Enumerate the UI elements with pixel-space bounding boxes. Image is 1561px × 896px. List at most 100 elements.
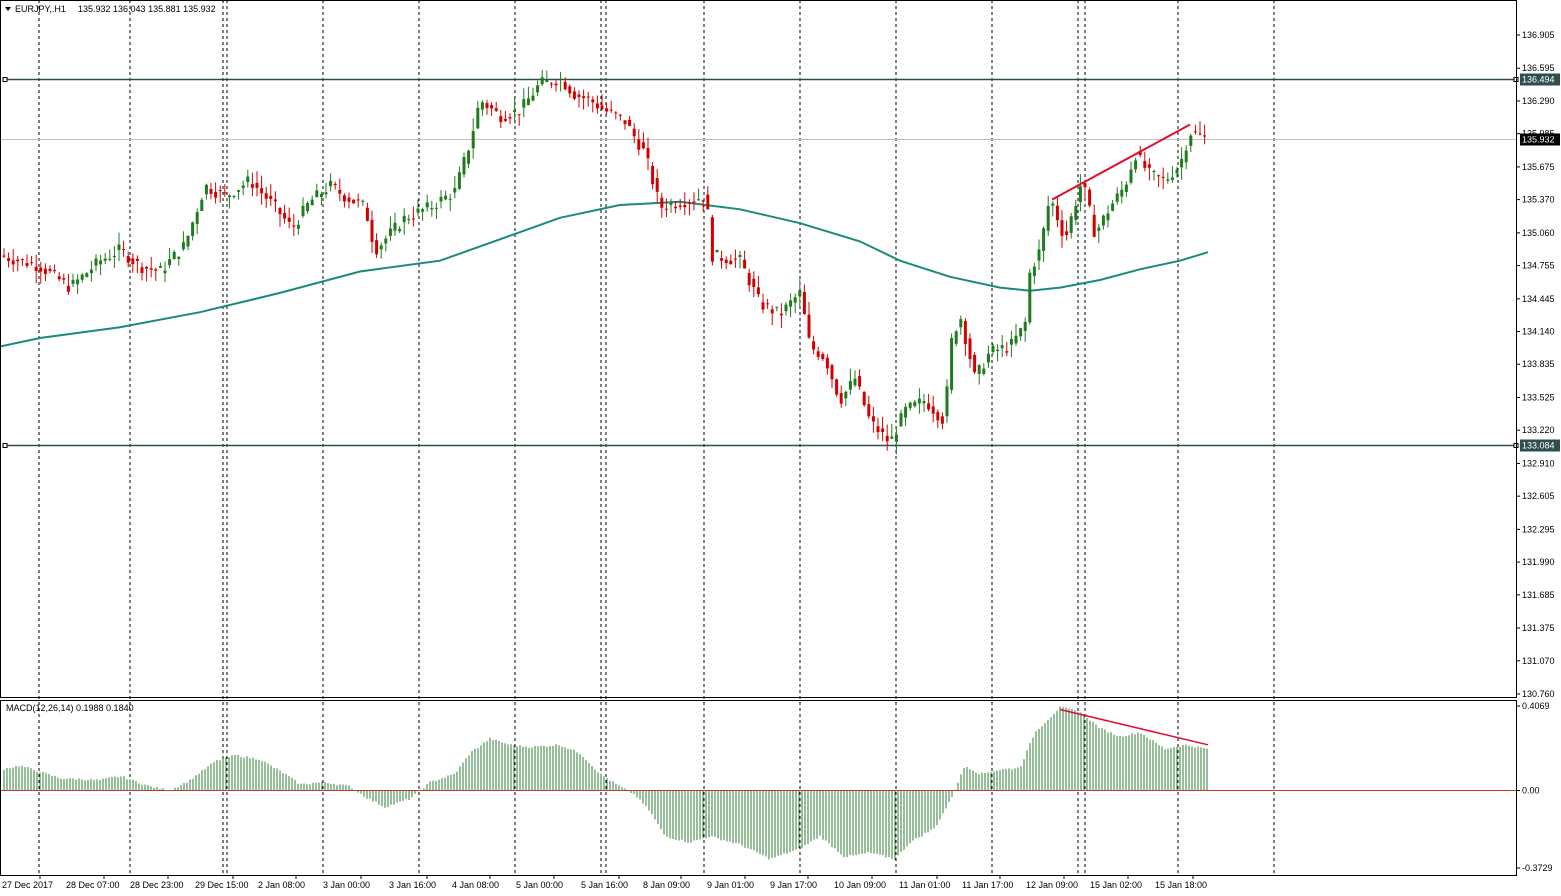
bull-candle (894, 434, 898, 442)
price-tick-label: 136.905 (1522, 30, 1555, 40)
bear-candle (733, 258, 737, 260)
bull-candle (158, 265, 162, 268)
price-tick-label: 136.290 (1522, 96, 1555, 106)
bull-candle (1074, 206, 1078, 220)
bear-candle (812, 341, 816, 350)
bear-candle (968, 338, 972, 360)
level-handle[interactable] (2, 443, 8, 448)
bull-candle (237, 190, 241, 192)
bear-candle (720, 258, 724, 261)
bear-candle (57, 276, 61, 280)
bull-candle (1180, 158, 1184, 168)
bull-candle (738, 254, 742, 257)
price-tick-label: 131.375 (1522, 623, 1555, 633)
bull-candle (306, 203, 310, 212)
bull-candle (1009, 338, 1013, 345)
bull-candle (1046, 205, 1050, 231)
bull-candle (1069, 216, 1073, 233)
bear-candle (2, 255, 6, 257)
bear-candle (16, 259, 20, 262)
bear-candle (655, 178, 659, 192)
bull-candle (1124, 184, 1128, 192)
bear-candle (333, 183, 337, 186)
bull-candle (319, 194, 323, 198)
time-tick-label: 28 Dec 07:00 (66, 880, 120, 890)
bull-candle (94, 258, 98, 266)
time-tick-label: 3 Jan 00:00 (323, 880, 370, 890)
bull-candle (1134, 160, 1138, 170)
bull-candle (444, 195, 448, 200)
bear-candle (370, 219, 374, 242)
panel-frames (0, 0, 1517, 876)
price-tick-label: 134.140 (1522, 327, 1555, 337)
bull-candle (430, 208, 434, 210)
price-trendline[interactable] (1051, 123, 1191, 201)
bear-candle (209, 188, 213, 194)
level-price-box (1520, 73, 1560, 86)
bear-candle (881, 428, 885, 432)
bull-candle (103, 258, 107, 261)
bull-candle (384, 238, 388, 244)
time-tick-label: 2 Jan 08:00 (258, 880, 305, 890)
price-tick-label: 131.070 (1522, 656, 1555, 666)
bear-candle (1143, 161, 1147, 168)
bear-candle (43, 268, 47, 274)
bear-candle (862, 391, 866, 406)
bull-candle (421, 209, 425, 212)
bear-candle (825, 357, 829, 369)
time-tick-label: 15 Jan 02:00 (1090, 880, 1142, 890)
bear-candle (591, 99, 595, 103)
level-handle[interactable] (2, 77, 8, 82)
macd-divergence-trendline[interactable] (1059, 708, 1209, 746)
bull-candle (848, 380, 852, 390)
bear-candle (586, 96, 590, 98)
resistance-trendline[interactable] (1051, 123, 1191, 201)
bear-candle (1161, 176, 1165, 178)
bear-candle (365, 207, 369, 221)
bull-candle (908, 402, 912, 408)
bull-candle (669, 203, 673, 205)
bear-candle (269, 195, 273, 199)
bull-candle (536, 85, 540, 93)
bear-candle (499, 116, 503, 123)
bear-candle (678, 205, 682, 207)
bull-candle (545, 79, 549, 83)
bull-candle (899, 413, 903, 427)
bear-candle (936, 412, 940, 421)
bear-candle (1065, 231, 1069, 235)
bear-candle (779, 313, 783, 316)
bull-candle (1014, 335, 1018, 344)
bull-candle (789, 300, 793, 307)
bear-candle (614, 112, 618, 114)
macd-trendline[interactable] (1059, 708, 1209, 746)
bear-candle (273, 199, 277, 202)
bull-candle (917, 398, 921, 404)
horizontal-levels[interactable]: 136.494 133.084 135.932 (0, 73, 1560, 452)
bear-candle (651, 165, 655, 185)
price-tick-label: 135.060 (1522, 228, 1555, 238)
time-tick-label: 27 Dec 2017 (2, 880, 53, 890)
bear-candle (411, 218, 415, 220)
level-price-box (1520, 439, 1560, 452)
bear-candle (126, 255, 130, 263)
bull-candle (71, 279, 75, 284)
bull-candle (439, 196, 443, 202)
bear-candle (287, 217, 291, 222)
bear-candle (1005, 351, 1009, 353)
bear-candle (687, 202, 691, 204)
price-tick-label: 131.990 (1522, 557, 1555, 567)
bull-candle (522, 99, 526, 108)
price-tick-label: 132.295 (1522, 524, 1555, 534)
bear-candle (807, 314, 811, 338)
bear-candle (724, 259, 728, 264)
bull-candle (977, 365, 981, 374)
collapse-triangle-icon[interactable] (5, 7, 11, 11)
bear-candle (62, 278, 66, 280)
bear-candle (876, 426, 880, 433)
bear-candle (39, 267, 43, 272)
bull-candle (402, 215, 406, 223)
bull-candle (393, 222, 397, 231)
bull-candle (324, 192, 328, 195)
